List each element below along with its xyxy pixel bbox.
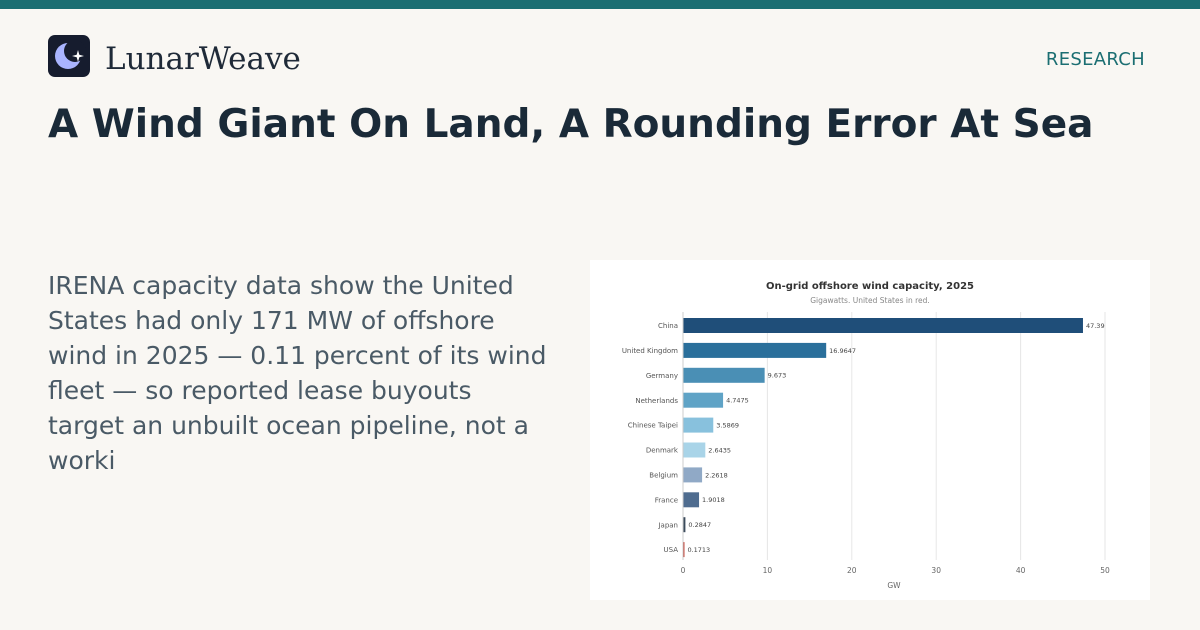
- bar: [683, 442, 706, 458]
- bar-value-label: 0.1713: [687, 546, 710, 554]
- y-category-label: Germany: [646, 372, 678, 380]
- chart-axes: 0 10 20 30 40 50 China United Kingdom Germany Net…: [622, 312, 1110, 575]
- y-category-label: China: [658, 322, 678, 330]
- offshore-wind-bar-chart: On-grid offshore wind capacity, 2025 Gig…: [622, 281, 1110, 590]
- bar: [683, 318, 1083, 333]
- bar: [683, 367, 765, 383]
- x-tick-label: 10: [763, 566, 773, 575]
- bar: [683, 417, 714, 433]
- x-tick-label: 50: [1100, 566, 1110, 575]
- bar: [683, 517, 686, 533]
- bar: [683, 342, 827, 358]
- chart-bars: 47.39 16.9647 9.673 4.7475 3.5869 2.6435 2.261…: [683, 318, 1105, 558]
- bar: [683, 492, 700, 508]
- x-tick-label: 30: [931, 566, 941, 575]
- y-category-label: France: [655, 496, 678, 504]
- x-tick-label: 40: [1016, 566, 1026, 575]
- bar-value-label: 4.7475: [726, 397, 749, 405]
- y-category-label: United Kingdom: [622, 347, 678, 355]
- top-accent-bar: [0, 0, 1200, 9]
- y-category-label: Denmark: [646, 447, 679, 455]
- x-axis-title: GW: [887, 581, 901, 590]
- article-headline: A Wind Giant On Land, A Rounding Error A…: [48, 102, 1094, 147]
- article-dek: IRENA capacity data show the United Stat…: [48, 271, 547, 475]
- bar: [683, 467, 703, 483]
- y-category-label: Belgium: [649, 472, 678, 480]
- y-category-label: USA: [664, 546, 679, 554]
- chart-title: On-grid offshore wind capacity, 2025: [766, 281, 974, 292]
- bar-value-label: 1.9018: [702, 496, 725, 504]
- x-tick-label: 0: [681, 566, 686, 575]
- bar: [683, 542, 685, 558]
- y-category-label: Japan: [657, 521, 678, 529]
- x-tick-label: 20: [847, 566, 857, 575]
- y-category-label: Netherlands: [635, 397, 678, 405]
- crescent-moon-sparkle-icon[interactable]: [48, 35, 90, 77]
- bar-value-label: 47.39: [1086, 322, 1105, 330]
- y-category-label: Chinese Taipei: [628, 422, 678, 430]
- chart-card: On-grid offshore wind capacity, 2025 Gig…: [590, 260, 1150, 600]
- brand-name[interactable]: LunarWeave: [105, 41, 301, 77]
- bar-value-label: 2.2618: [705, 471, 728, 479]
- bar-value-label: 0.2847: [688, 521, 711, 529]
- bar-value-label: 2.6435: [708, 446, 731, 454]
- bar-value-label: 9.673: [768, 372, 787, 380]
- bar-value-label: 3.5869: [716, 422, 739, 430]
- bar-value-label: 16.9647: [829, 347, 856, 355]
- section-link-research[interactable]: RESEARCH: [1045, 49, 1145, 70]
- chart-subtitle: Gigawatts. United States in red.: [810, 296, 930, 305]
- bar: [683, 392, 724, 408]
